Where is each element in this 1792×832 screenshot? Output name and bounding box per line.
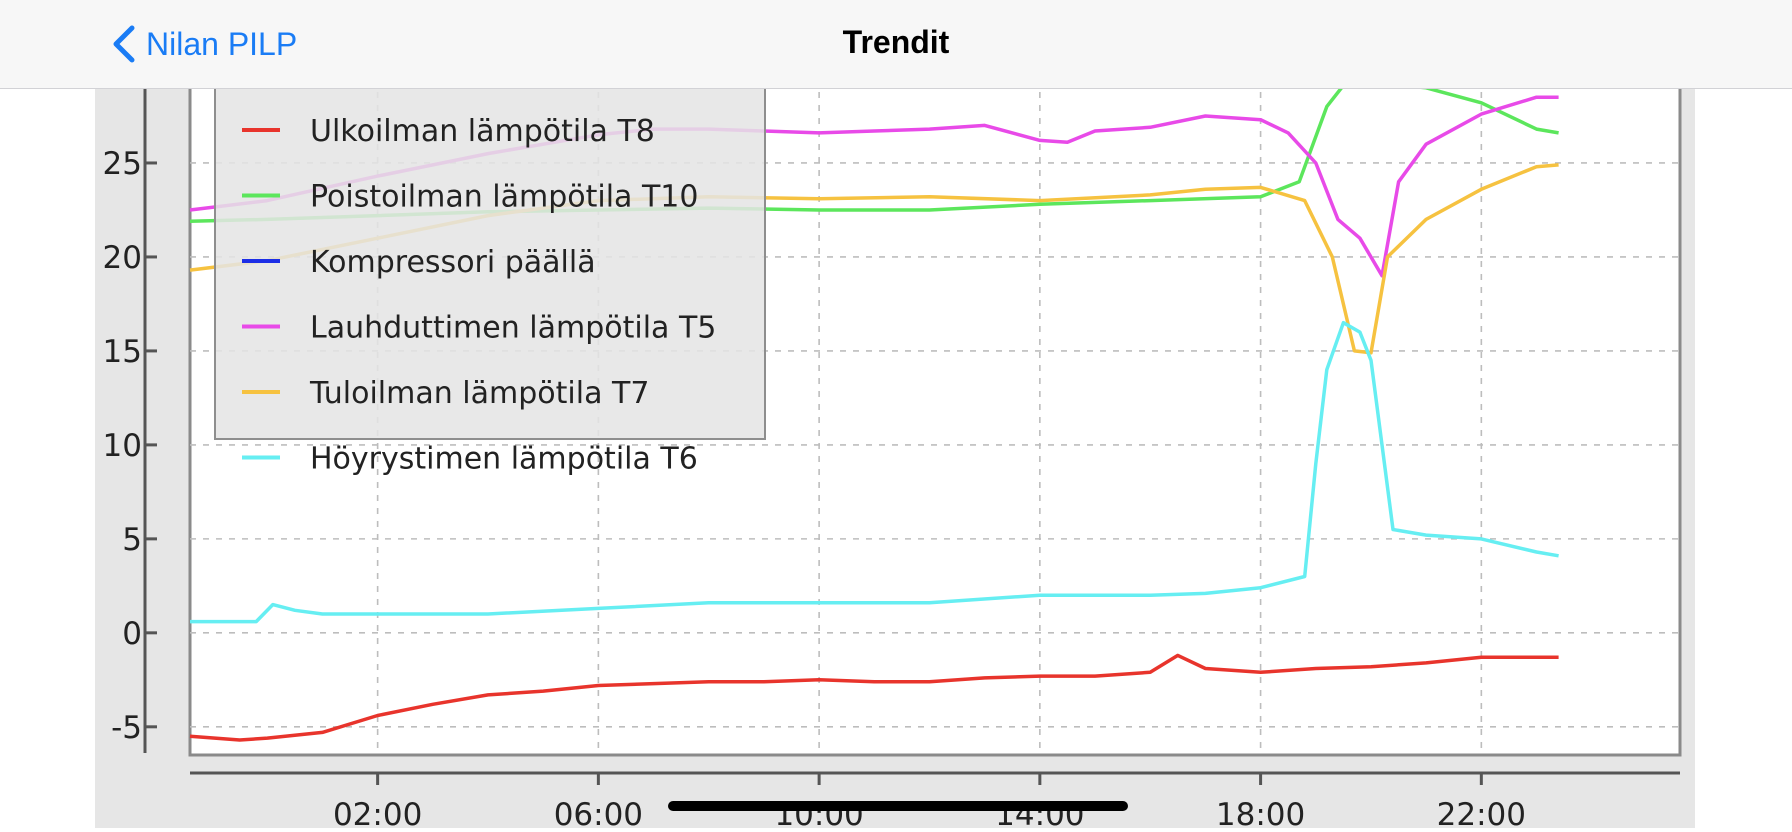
series-line [190, 320, 1559, 624]
back-button[interactable]: Nilan PILP [110, 20, 297, 68]
y-tick-label: 5 [122, 522, 142, 558]
legend-label: Poistoilman lämpötila T10 [310, 180, 698, 215]
navigation-bar: Nilan PILP Trendit [0, 0, 1792, 89]
legend-label: Tuloilman lämpötila T7 [309, 376, 649, 411]
home-indicator[interactable] [668, 801, 1128, 811]
legend-label: Lauhduttimen lämpötila T5 [310, 311, 716, 346]
y-tick-label: 15 [103, 334, 142, 370]
y-tick-label: -5 [111, 710, 142, 746]
page-title: Trendit [842, 24, 950, 60]
y-tick-label: 0 [122, 616, 142, 652]
trend-chart-container: 25 20 15 10 5 0 -5 02:00 06:00 10:00 14:00 18:00 22:… [95, 76, 1695, 832]
x-tick-label: 02:00 [333, 797, 422, 828]
series-line [189, 653, 1559, 742]
y-tick-label: 10 [103, 428, 142, 464]
legend-label: Höyrystimen lämpötila T6 [310, 442, 698, 477]
legend-label: Ulkoilman lämpötila T8 [310, 114, 655, 149]
x-tick-label: 22:00 [1437, 797, 1526, 828]
x-tick-label: 06:00 [554, 797, 643, 828]
back-button-label: Nilan PILP [146, 25, 298, 62]
x-tick-label: 18:00 [1216, 797, 1305, 828]
legend-box [214, 76, 766, 440]
chevron-left-icon [113, 25, 135, 63]
legend-label: Kompressori päällä [310, 245, 596, 280]
y-tick-label: 25 [103, 146, 142, 182]
y-tick-label: 20 [103, 240, 142, 276]
